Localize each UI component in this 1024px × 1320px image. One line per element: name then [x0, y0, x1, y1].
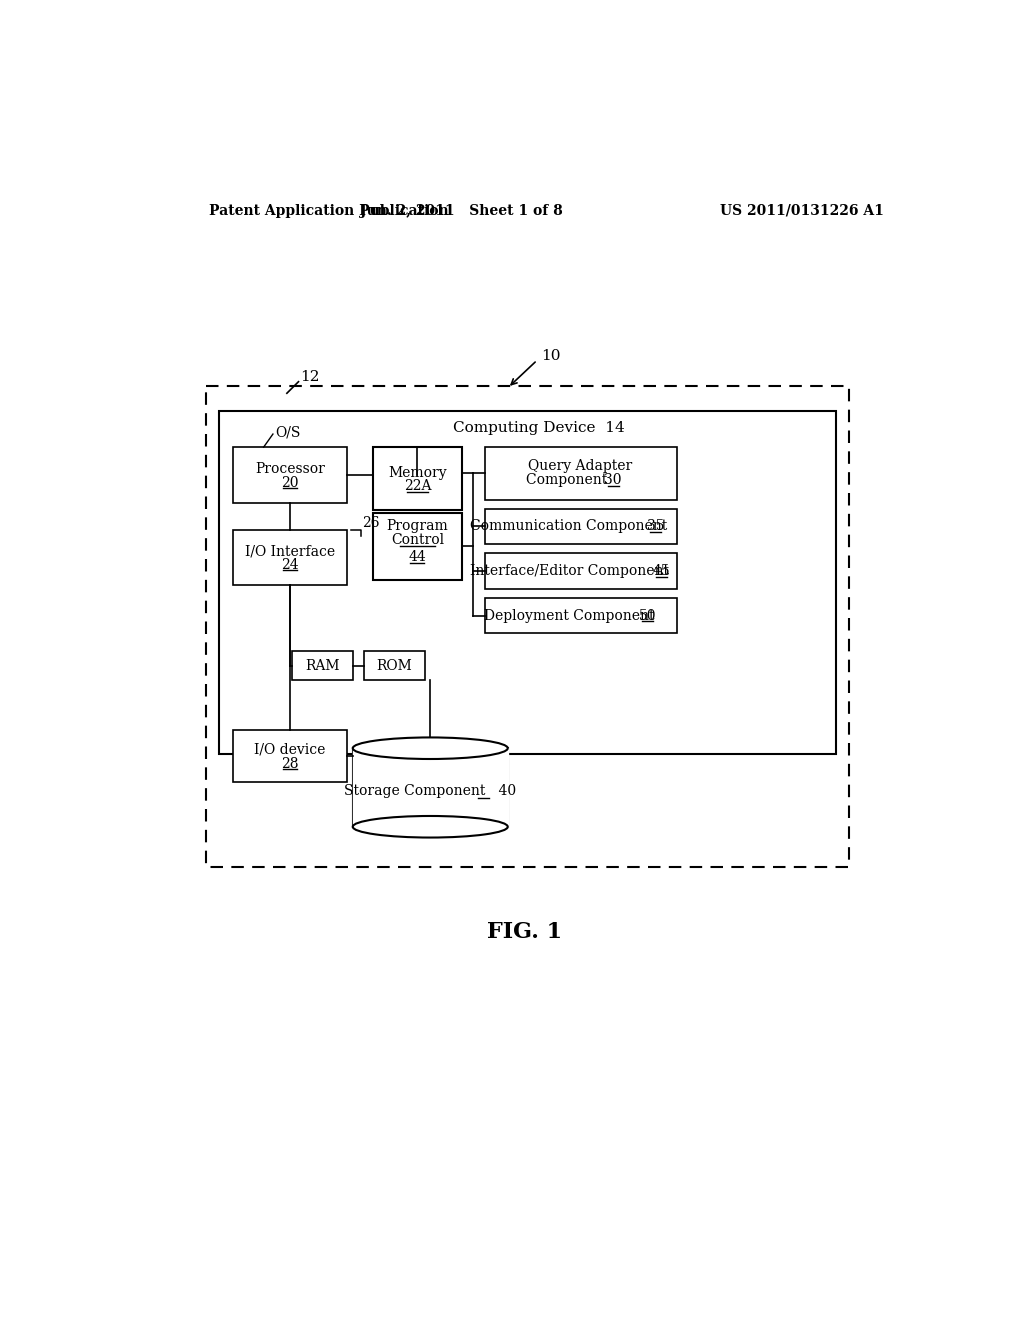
- Ellipse shape: [352, 738, 508, 759]
- FancyBboxPatch shape: [484, 598, 677, 634]
- Text: 45: 45: [652, 564, 670, 578]
- Text: Communication Component: Communication Component: [470, 520, 672, 533]
- Text: Control: Control: [391, 533, 444, 548]
- Text: 26: 26: [362, 516, 380, 531]
- Text: ROM: ROM: [377, 659, 413, 673]
- Text: Program: Program: [387, 520, 449, 533]
- FancyBboxPatch shape: [484, 553, 677, 589]
- FancyBboxPatch shape: [232, 529, 347, 585]
- Text: Component: Component: [526, 474, 611, 487]
- FancyBboxPatch shape: [232, 730, 347, 781]
- Text: Interface/Editor Component: Interface/Editor Component: [470, 564, 673, 578]
- Text: 12: 12: [300, 370, 319, 384]
- Text: Deployment Component: Deployment Component: [484, 609, 658, 623]
- Text: 10: 10: [541, 350, 560, 363]
- Text: Jun. 2, 2011   Sheet 1 of 8: Jun. 2, 2011 Sheet 1 of 8: [359, 203, 562, 218]
- Text: 35: 35: [647, 520, 665, 533]
- FancyBboxPatch shape: [373, 447, 462, 511]
- Text: I/O device: I/O device: [254, 743, 326, 756]
- Text: Processor: Processor: [255, 462, 325, 475]
- Text: 44: 44: [409, 550, 426, 564]
- Text: 24: 24: [282, 558, 299, 572]
- FancyBboxPatch shape: [206, 385, 849, 867]
- Text: 50: 50: [639, 609, 656, 623]
- Text: Query Adapter: Query Adapter: [528, 459, 633, 474]
- Text: 22A: 22A: [403, 479, 431, 494]
- Text: RAM: RAM: [305, 659, 340, 673]
- FancyBboxPatch shape: [219, 411, 837, 754]
- FancyBboxPatch shape: [373, 512, 462, 581]
- Text: Memory: Memory: [388, 466, 446, 479]
- Text: Computing Device  14: Computing Device 14: [453, 421, 625, 434]
- FancyBboxPatch shape: [365, 651, 425, 681]
- FancyBboxPatch shape: [484, 447, 677, 499]
- Text: FIG. 1: FIG. 1: [487, 921, 562, 944]
- Text: O/S: O/S: [275, 425, 301, 440]
- Text: Storage Component   40: Storage Component 40: [344, 784, 516, 799]
- FancyBboxPatch shape: [484, 508, 677, 544]
- Ellipse shape: [352, 816, 508, 837]
- Text: Patent Application Publication: Patent Application Publication: [209, 203, 449, 218]
- FancyBboxPatch shape: [292, 651, 352, 681]
- Text: I/O Interface: I/O Interface: [245, 544, 335, 558]
- Text: 28: 28: [282, 756, 299, 771]
- FancyBboxPatch shape: [232, 447, 347, 503]
- Text: 30: 30: [604, 474, 622, 487]
- Text: 20: 20: [282, 475, 299, 490]
- Text: US 2011/0131226 A1: US 2011/0131226 A1: [720, 203, 884, 218]
